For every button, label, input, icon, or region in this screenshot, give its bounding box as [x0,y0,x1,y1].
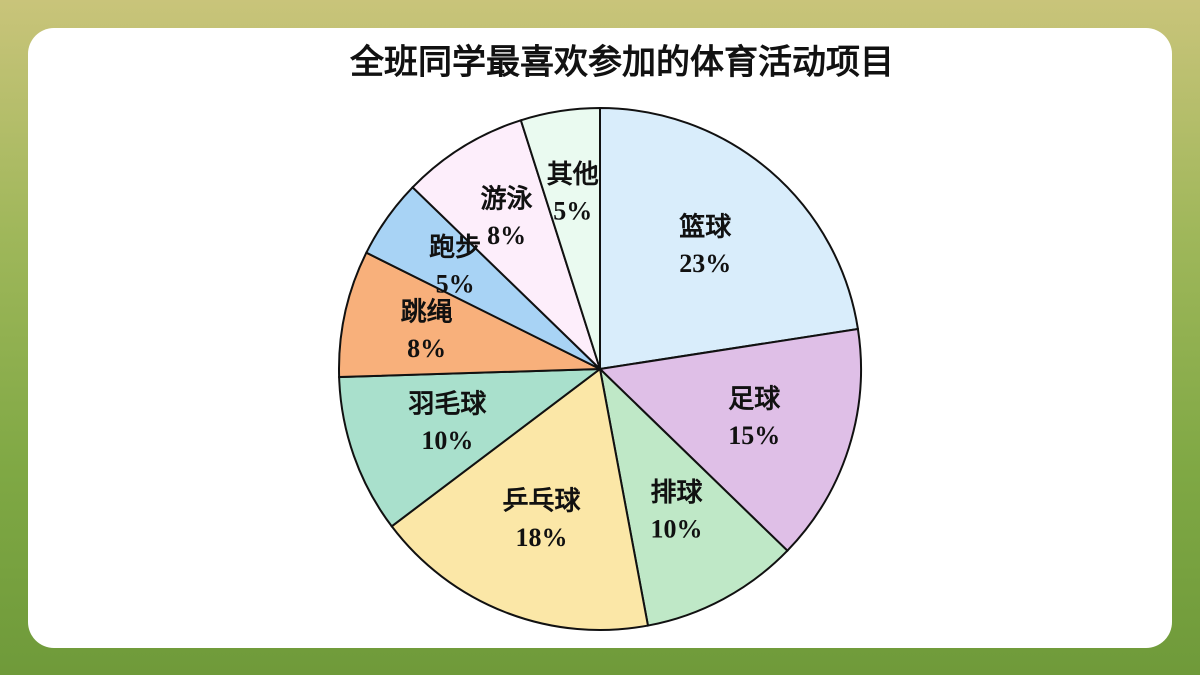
slice-value-label: 15% [728,421,780,450]
pie-slice [598,366,789,627]
slice-value-label: 5% [436,269,475,298]
slice-value-label: 10% [421,426,473,455]
slice-label: 跳绳 [401,298,453,328]
slice-value-label: 23% [679,249,731,278]
slice-value-label: 18% [516,523,568,552]
slice-label: 羽毛球 [408,389,487,419]
pie-slice [338,367,604,528]
pie-slice [599,106,860,371]
pie: 篮球23%足球15%排球10%乒乓球18%羽毛球10%跳绳8%跑步5%游泳8%其… [338,106,862,631]
slice-label: 篮球 [678,212,732,243]
slice-label: 游泳 [481,185,534,215]
slice-label: 跑步 [429,232,481,263]
pie-slice [338,251,601,379]
pie-slice [390,367,650,631]
slice-value-label: 8% [407,334,446,363]
slice-label: 足球 [728,385,781,415]
slice-value-label: 10% [651,515,703,544]
chart-title: 全班同学最喜欢参加的体育活动项目 [349,43,894,83]
slice-label: 排球 [651,478,704,508]
slice-value-label: 8% [487,221,526,250]
pie-slice [519,106,601,370]
slice-label: 乒乓球 [503,486,582,516]
pie-slice [411,119,601,370]
pie-slice [597,327,862,553]
slice-label: 其他 [547,160,599,190]
slice-value-label: 5% [553,197,592,226]
